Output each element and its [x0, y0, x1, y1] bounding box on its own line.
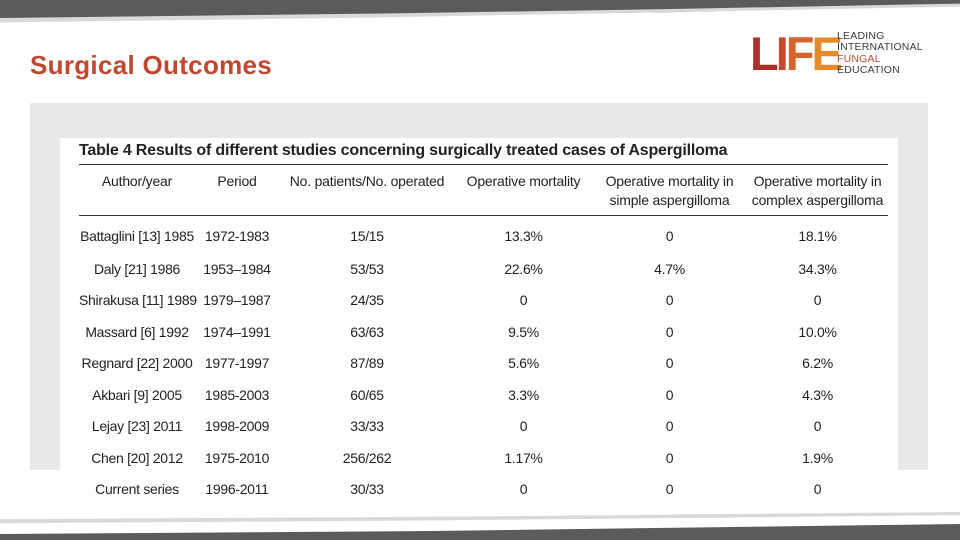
- logo-line-education: EDUCATION: [837, 64, 900, 77]
- cell-operative-mortality: 13.3%: [504, 227, 543, 244]
- cell-mortality-simple: 0: [665, 418, 674, 435]
- cell-mortality-complex: 0: [813, 292, 822, 309]
- table-top-rule: [79, 164, 888, 165]
- cell-patients-operated: 60/65: [350, 386, 384, 403]
- cell-operative-mortality: 0: [519, 418, 528, 435]
- cell-author-year: Massard [6] 1992: [85, 323, 189, 340]
- cell-period: 1975-2010: [204, 449, 270, 466]
- logo-letter-l: L: [750, 27, 779, 80]
- logo-line-international: INTERNATIONAL: [837, 41, 923, 54]
- logo-line-leading: LEADING: [837, 30, 885, 42]
- cell-mortality-simple: 0: [665, 481, 674, 498]
- results-table: Author/year Period No. patients/No. oper…: [79, 168, 888, 505]
- logo-letter-f: F: [785, 27, 815, 80]
- bottom-frame-stripe-dark: [0, 524, 960, 540]
- cell-patients-operated: 24/35: [350, 292, 384, 309]
- cell-patients-operated: 256/262: [342, 449, 392, 466]
- results-table-figure: Table 4 Results of different studies con…: [60, 138, 898, 497]
- cell-period: 1974–1991: [203, 323, 271, 340]
- cell-mortality-simple: 0: [665, 449, 674, 466]
- cell-operative-mortality: 22.6%: [504, 260, 543, 277]
- table-row: Daly [21] 1986 1953–1984 53/53 22.6% 4.7% 34.…: [79, 253, 888, 285]
- cell-author-year: Akbari [9] 2005: [92, 386, 182, 403]
- table-header-rule: [79, 215, 888, 216]
- cell-operative-mortality: 5.6%: [508, 355, 539, 372]
- cell-mortality-complex: 34.3%: [798, 260, 837, 277]
- cell-mortality-simple: 0: [665, 355, 674, 372]
- header-mortality-simple: Operative mortality in simple aspergillo…: [605, 173, 734, 208]
- cell-patients-operated: 63/63: [350, 323, 384, 340]
- cell-mortality-simple: 0: [665, 386, 674, 403]
- cell-mortality-complex: 18.1%: [798, 227, 837, 244]
- header-mortality-complex: Operative mortality in complex aspergill…: [751, 173, 884, 208]
- cell-patients-operated: 15/15: [350, 227, 384, 244]
- cell-author-year: Daly [21] 1986: [93, 260, 181, 277]
- cell-mortality-complex: 0: [813, 481, 822, 498]
- table-row: Massard [6] 1992 1974–1991 63/63 9.5% 0 10.0%: [79, 316, 888, 348]
- cell-mortality-complex: 4.3%: [802, 386, 833, 403]
- cell-author-year: Battaglini [13] 1985: [80, 227, 194, 244]
- slide-title: Surgical Outcomes: [30, 50, 273, 80]
- table-row: Akbari [9] 2005 1985-2003 60/65 3.3% 0 4.3%: [79, 379, 888, 411]
- cell-mortality-simple: 4.7%: [654, 260, 685, 277]
- logo-line-fungal: FUNGAL: [837, 52, 881, 65]
- cell-operative-mortality: 1.17%: [504, 449, 543, 466]
- table-body: Battaglini [13] 1985 1972-1983 15/15 13.3% 0…: [79, 218, 888, 505]
- cell-patients-operated: 30/33: [350, 481, 384, 498]
- cell-period: 1979–1987: [203, 292, 271, 309]
- logo-letter-i: I: [775, 27, 789, 80]
- cell-mortality-complex: 0: [813, 418, 822, 435]
- cell-period: 1996-2011: [205, 481, 269, 498]
- table-row: Lejay [23] 2011 1998-2009 33/33 0 0 0: [79, 411, 888, 443]
- cell-mortality-simple: 0: [665, 227, 674, 244]
- table-caption: Table 4 Results of different studies con…: [79, 142, 728, 159]
- cell-operative-mortality: 3.3%: [508, 386, 539, 403]
- cell-mortality-simple: 0: [665, 323, 674, 340]
- table-row: Current series 1996-2011 30/33 0 0 0: [79, 474, 888, 506]
- table-row: Battaglini [13] 1985 1972-1983 15/15 13.3% 0…: [79, 218, 888, 253]
- cell-operative-mortality: 9.5%: [508, 323, 539, 340]
- table-row: Regnard [22] 2000 1977-1997 87/89 5.6% 0 6.2%: [79, 348, 888, 380]
- cell-mortality-complex: 10.0%: [798, 323, 837, 340]
- cell-author-year: Lejay [23] 2011: [91, 418, 183, 435]
- cell-patients-operated: 33/33: [350, 418, 384, 435]
- table-row: Shirakusa [11] 1989 1979–1987 24/35 0 0 0: [79, 285, 888, 317]
- cell-period: 1998-2009: [204, 418, 270, 435]
- cell-mortality-simple: 0: [665, 292, 674, 309]
- cell-author-year: Regnard [22] 2000: [81, 355, 193, 372]
- header-author-year: Author/year: [101, 173, 173, 189]
- logo-letter-e: E: [811, 27, 843, 80]
- header-operative-mortality: Operative mortality: [466, 173, 581, 189]
- cell-period: 1953–1984: [203, 260, 271, 277]
- logo-wordmark: LEADING INTERNATIONAL FUNGAL EDUCATION: [837, 30, 923, 77]
- cell-period: 1977-1997: [204, 355, 270, 372]
- cell-mortality-complex: 6.2%: [802, 355, 833, 372]
- bottom-frame-stripe-light: [0, 512, 960, 524]
- life-logo: LIFE LEADING INTERNATIONAL FUNGAL EDUCAT…: [750, 30, 940, 78]
- cell-patients-operated: 87/89: [350, 355, 384, 372]
- header-patients-operated: No. patients/No. operated: [289, 173, 445, 189]
- cell-period: 1985-2003: [204, 386, 270, 403]
- cell-patients-operated: 53/53: [350, 260, 384, 277]
- cell-operative-mortality: 0: [519, 481, 528, 498]
- cell-author-year: Chen [20] 2012: [91, 449, 183, 466]
- cell-mortality-complex: 1.9%: [802, 449, 833, 466]
- cell-author-year: Shirakusa [11] 1989: [79, 292, 197, 309]
- cell-author-year: Current series: [95, 481, 179, 498]
- table-row: Chen [20] 2012 1975-2010 256/262 1.17% 0 1.9%: [79, 442, 888, 474]
- life-logo-mark: LIFE: [750, 27, 843, 80]
- header-period: Period: [217, 173, 257, 189]
- cell-period: 1972-1983: [204, 227, 270, 244]
- cell-operative-mortality: 0: [519, 292, 528, 309]
- table-header-row: Author/year Period No. patients/No. oper…: [79, 168, 888, 218]
